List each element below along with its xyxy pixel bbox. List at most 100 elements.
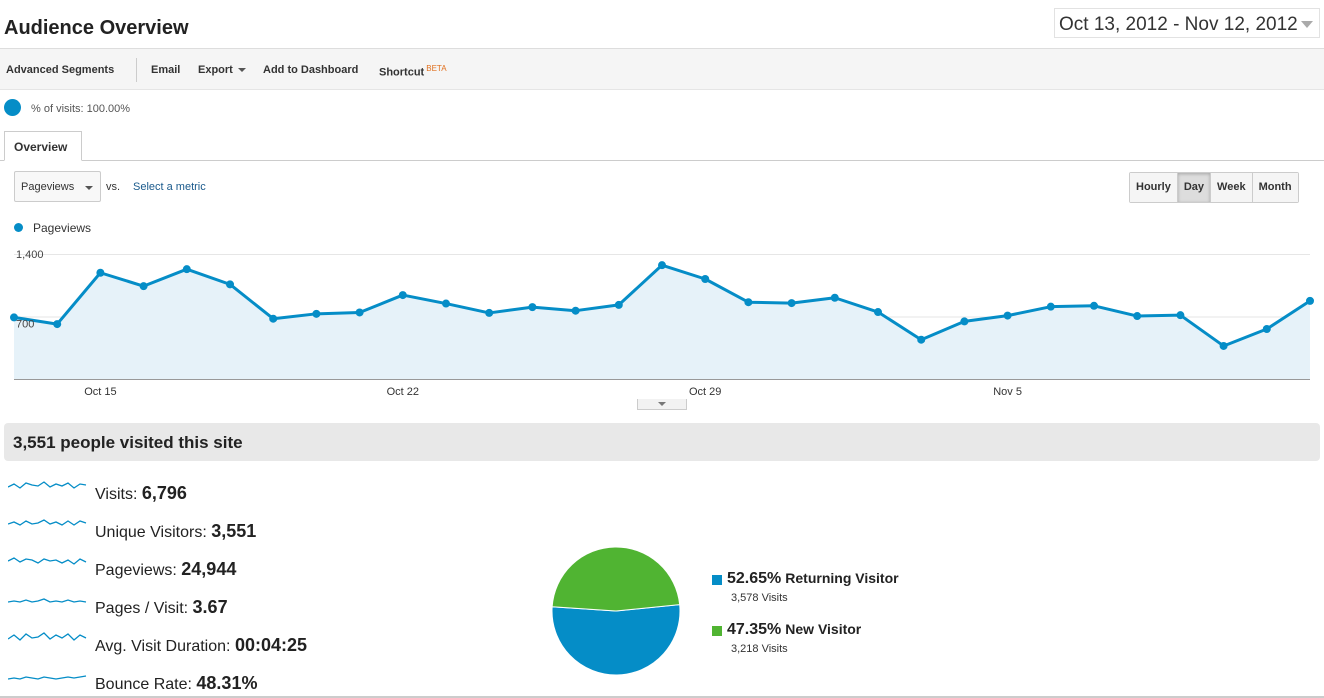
sparkline-icon: [8, 598, 87, 603]
metric-label: Pageviews: 24,944: [95, 559, 236, 580]
legend-swatch: [712, 626, 722, 636]
metric-label: Visits: 6,796: [95, 483, 187, 504]
data-point: [1306, 296, 1314, 305]
data-point: [312, 309, 321, 318]
shortcut-label: Shortcut: [379, 66, 425, 79]
metric-name: Bounce Rate:: [95, 676, 192, 693]
data-point: [139, 282, 148, 291]
visitor-type-pie: [551, 546, 681, 676]
report-toolbar: Advanced Segments Email Export Add to Da…: [0, 48, 1324, 90]
summary-header: [4, 423, 1320, 461]
select-metric-link[interactable]: Select a metric: [133, 181, 206, 193]
new-label: New Visitor: [785, 621, 862, 637]
chevron-down-icon: [1301, 21, 1313, 28]
returning-label: Returning Visitor: [785, 570, 899, 586]
x-tick-label: Oct 29: [689, 386, 721, 398]
sparkline-icon: [8, 481, 87, 489]
data-point: [960, 317, 969, 326]
returning-visits: 3,578 Visits: [731, 592, 788, 604]
metric-value: 48.31%: [196, 673, 258, 693]
metric-label: Avg. Visit Duration: 00:04:25: [95, 635, 307, 656]
data-point: [528, 303, 537, 312]
data-point: [571, 306, 580, 315]
data-point: [658, 261, 666, 270]
pageviews-chart: 1,400 700 Oct 15 Oct 22 Oct 29 Nov 5: [10, 249, 1314, 398]
chevron-down-icon: [237, 68, 246, 73]
pie-slice: [551, 604, 681, 676]
date-range-picker[interactable]: Oct 13, 2012 - Nov 12, 2012: [1054, 8, 1320, 38]
metric-label: Bounce Rate: 48.31%: [95, 673, 257, 694]
page-divider: [0, 696, 1324, 698]
tab-overview[interactable]: Overview: [4, 131, 82, 161]
new-visits: 3,218 Visits: [731, 643, 788, 655]
legend-label: Pageviews: [33, 221, 92, 235]
data-point: [1219, 341, 1228, 350]
new-percent: 47.35%: [727, 621, 782, 638]
metric-value: 3,551: [211, 521, 257, 541]
metric-name: Unique Visitors:: [95, 524, 207, 541]
data-point: [485, 308, 494, 317]
shortcut-button[interactable]: Shortcut BETA: [379, 64, 447, 79]
data-point: [182, 265, 191, 274]
metric-name: Visits:: [95, 486, 138, 503]
pie-slice: [551, 546, 681, 612]
period-hourly-button[interactable]: Hourly: [1130, 173, 1177, 202]
sparkline-icon: [8, 632, 87, 641]
data-point: [1003, 311, 1012, 320]
metric-name: Pages / Visit:: [95, 600, 189, 617]
metric-dropdown[interactable]: Pageviews: [14, 171, 101, 202]
data-point: [1262, 325, 1271, 333]
metric-name: Pageviews:: [95, 562, 177, 579]
data-point: [874, 308, 882, 317]
metric-value: 24,944: [181, 559, 237, 579]
export-button[interactable]: Export: [198, 64, 246, 76]
period-week-button[interactable]: Week: [1210, 173, 1252, 202]
vs-label: vs.: [106, 181, 121, 193]
chart-expand-handle[interactable]: [637, 399, 687, 410]
data-point: [787, 299, 796, 308]
x-tick-label: Oct 22: [387, 386, 419, 398]
data-point: [226, 280, 234, 289]
data-point: [744, 298, 753, 307]
tab-divider: [0, 160, 1324, 161]
summary-headline: 3,551 people visited this site: [13, 433, 243, 452]
advanced-segments-button[interactable]: Advanced Segments: [6, 64, 115, 76]
data-point: [1176, 311, 1185, 320]
series-area: [14, 265, 1310, 379]
export-label: Export: [198, 64, 233, 76]
returning-percent: 52.65%: [727, 570, 782, 587]
sparkline-icon: [8, 675, 87, 680]
metric-value: 6,796: [141, 483, 187, 503]
data-point: [398, 291, 407, 300]
data-point: [355, 308, 364, 317]
data-point: [701, 275, 710, 283]
period-day-button[interactable]: Day: [1176, 173, 1211, 202]
beta-badge: BETA: [426, 64, 447, 73]
segment-pie-icon: [4, 99, 21, 116]
add-to-dashboard-button[interactable]: Add to Dashboard: [263, 64, 359, 76]
data-point: [1046, 302, 1055, 311]
metric-value: 00:04:25: [234, 635, 307, 655]
metric-label: Unique Visitors: 3,551: [95, 521, 256, 542]
period-month-button[interactable]: Month: [1251, 173, 1298, 202]
data-point: [53, 320, 62, 329]
email-button[interactable]: Email: [151, 64, 181, 76]
data-point: [442, 299, 450, 308]
data-point: [10, 313, 18, 322]
data-point: [1133, 312, 1142, 321]
data-point: [269, 314, 278, 323]
data-point: [96, 268, 105, 277]
chevron-down-icon: [658, 402, 666, 406]
data-point: [830, 293, 839, 302]
data-point: [614, 300, 623, 309]
data-point: [917, 335, 926, 344]
data-point: [1090, 301, 1098, 310]
metric-value: 3.67: [192, 597, 228, 617]
x-tick-label: Oct 15: [84, 386, 116, 398]
legend-swatch: [712, 575, 722, 585]
metric-dropdown-label: Pageviews: [21, 181, 75, 193]
page-title: Audience Overview: [4, 17, 189, 39]
date-range-label: Oct 13, 2012 - Nov 12, 2012: [1059, 14, 1298, 35]
toolbar-divider: [136, 58, 137, 82]
chevron-down-icon: [85, 186, 93, 190]
